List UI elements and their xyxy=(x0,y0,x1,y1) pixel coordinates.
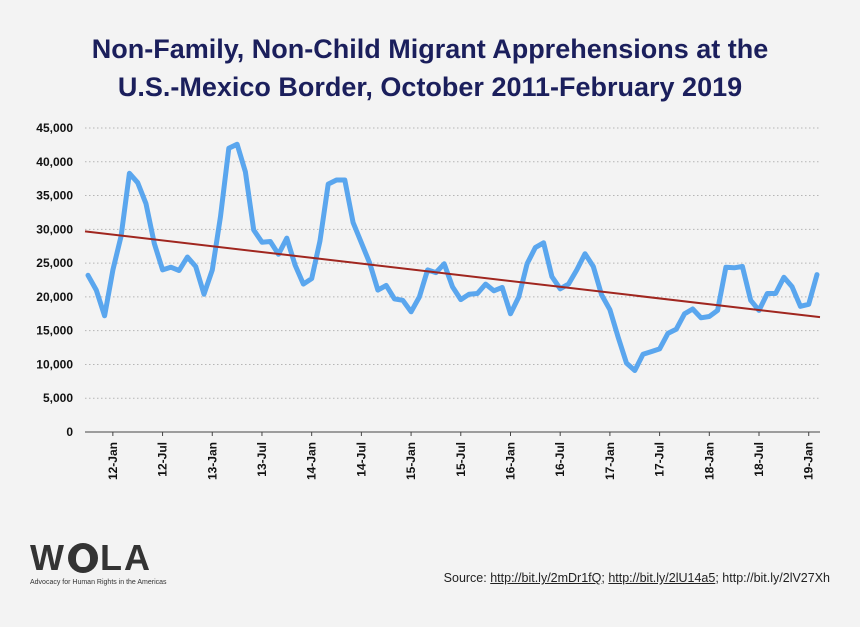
y-tick-label: 30,000 xyxy=(36,222,73,236)
x-tick-label: 16-Jan xyxy=(503,442,517,480)
x-axis: 12-Jan 12-Jul 13-Jan 13-Jul 14-Jan 14-Jul 15-J… xyxy=(85,431,820,480)
y-tick-label: 45,000 xyxy=(36,121,73,135)
x-tick-label: 13-Jul xyxy=(255,442,269,477)
grid-lines xyxy=(85,127,820,399)
x-tick-label: 13-Jan xyxy=(205,442,219,480)
y-axis: 0 5,000 10,000 15,000 20,000 25,000 30,000 35,0… xyxy=(36,121,73,439)
y-tick-label: 25,000 xyxy=(36,256,73,270)
y-tick-label: 0 xyxy=(66,425,73,439)
series-line-apprehensions xyxy=(85,141,820,373)
series-layer xyxy=(84,141,821,373)
source-link-1[interactable]: http://bit.ly/2mDr1fQ xyxy=(490,571,602,585)
x-tick-label: 19-Jan xyxy=(802,442,816,480)
globe-icon xyxy=(67,543,98,573)
x-tick-label: 15-Jul xyxy=(454,442,468,477)
source-plain-link: http://bit.ly/2lV27Xh xyxy=(722,571,830,585)
chart-title-line-2: U.S.-Mexico Border, October 2011-Februar… xyxy=(117,72,743,102)
x-tick-label: 14-Jan xyxy=(305,442,319,480)
trend-line xyxy=(84,230,821,319)
source-prefix: Source: xyxy=(443,571,491,585)
chart-title-line-1: Non-Family, Non-Child Migrant Apprehensi… xyxy=(91,34,769,64)
x-tick-label: 17-Jul xyxy=(653,442,667,477)
y-tick-label: 20,000 xyxy=(36,290,73,304)
x-tick-label: 18-Jul xyxy=(752,442,766,477)
x-tick-label: 16-Jul xyxy=(553,442,567,477)
y-tick-label: 40,000 xyxy=(36,155,73,169)
y-tick-label: 15,000 xyxy=(36,324,73,338)
x-tick-label: 12-Jul xyxy=(156,442,170,477)
y-tick-label: 10,000 xyxy=(36,357,73,371)
x-tick-label: 17-Jan xyxy=(603,442,617,480)
logo-tagline: Advocacy for Human Rights in the America… xyxy=(30,579,167,586)
x-tick-label: 12-Jan xyxy=(106,442,120,480)
logo-wordmark: W LA xyxy=(30,540,180,576)
x-tick-label: 18-Jan xyxy=(702,442,716,480)
logo-letters-la: LA xyxy=(99,537,152,578)
y-tick-label: 35,000 xyxy=(36,189,73,203)
source-note: Source: http://bit.ly/2mDr1fQ; http://bi… xyxy=(443,571,830,585)
source-link-2[interactable]: http://bit.ly/2lU14a5 xyxy=(608,571,716,585)
x-tick-label: 15-Jan xyxy=(404,442,418,480)
wola-logo: W LA Advocacy for Human Rights in the Am… xyxy=(30,540,180,587)
logo-letter-w: W xyxy=(30,537,66,578)
x-tick-label: 14-Jul xyxy=(354,442,368,477)
chart-title: Non-Family, Non-Child Migrant Apprehensi… xyxy=(0,30,860,106)
y-tick-label: 5,000 xyxy=(43,391,73,405)
